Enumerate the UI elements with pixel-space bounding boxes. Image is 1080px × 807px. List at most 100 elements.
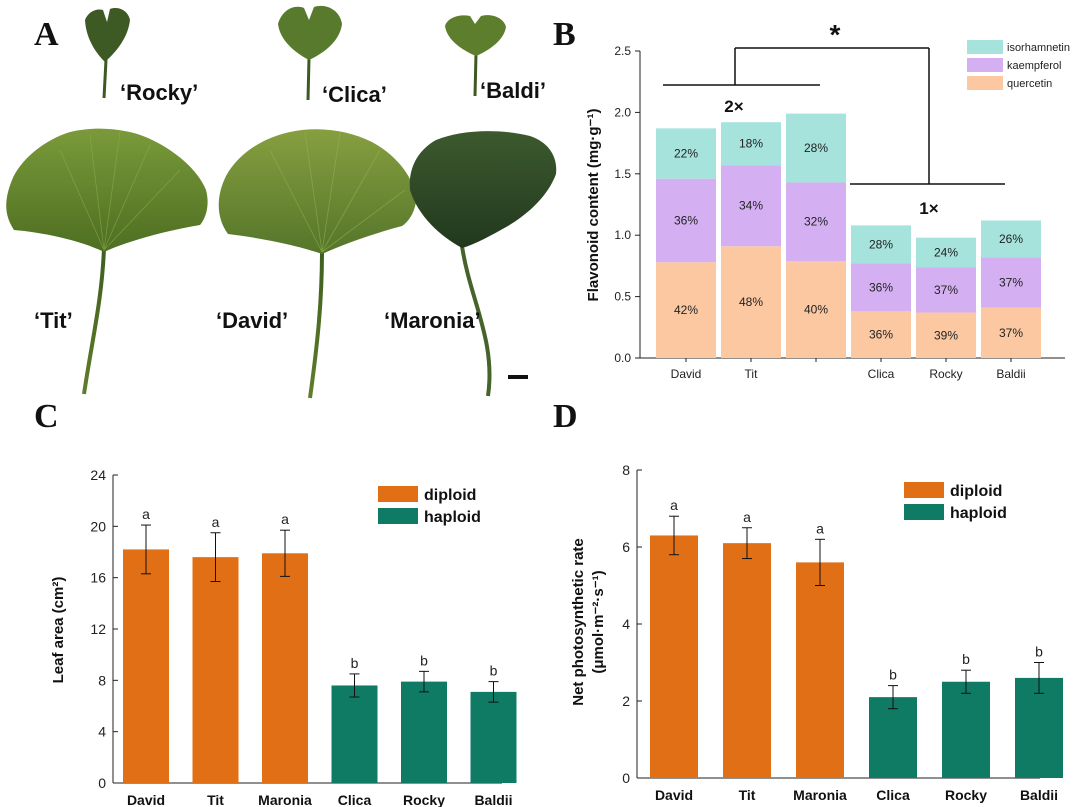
y-tick-label: 20: [90, 518, 106, 534]
bar-segment-quercetin: [916, 312, 976, 358]
y-tick-label: 4: [98, 724, 106, 740]
significance-letter: b: [351, 655, 359, 671]
bar-segment-isorhamnetin: [721, 122, 781, 166]
bar-diploid: [796, 562, 844, 778]
x-tick-label: Clica: [868, 367, 895, 381]
bar-segment-label: 42%: [674, 303, 698, 317]
group-label-diploid: 2×: [724, 97, 743, 116]
legend-label: haploid: [950, 505, 1007, 522]
leaf-photo-panel: [6, 5, 557, 399]
legend-swatch-quercetin: [967, 76, 1003, 90]
y-tick-label: 8: [622, 462, 630, 478]
y-tick-label: 12: [90, 621, 106, 637]
legend-label: kaempferol: [1007, 60, 1061, 72]
y-tick-label: 0.5: [614, 290, 631, 304]
bar-segment-isorhamnetin: [786, 113, 846, 183]
flavonoid-stacked-chart: 0.0 0.5 1.0 1.5 2.0 2.5 David Tit Clica Rocky Bald…: [585, 20, 1070, 381]
bar-segment-quercetin: [656, 262, 716, 358]
significance-letter: a: [142, 506, 150, 522]
legend-swatch-diploid: [904, 482, 944, 498]
bar-segment-label: 39%: [934, 328, 958, 342]
leaf-label-maronia: ‘Maronia’: [384, 308, 481, 333]
bar-segment-kaempferol: [916, 267, 976, 313]
bar-segment-label: 36%: [869, 280, 893, 294]
bar-haploid: [470, 691, 517, 783]
bar-segment-label: 36%: [869, 328, 893, 342]
bar-segment-label: 37%: [934, 283, 958, 297]
y-tick-label: 2: [622, 693, 630, 709]
legend-label: haploid: [424, 509, 481, 526]
legend-label: diploid: [950, 483, 1002, 500]
legend-swatch-isorhamnetin: [967, 40, 1003, 54]
x-tick-label: Tit: [207, 792, 224, 807]
x-tick-label: David: [671, 367, 702, 381]
bar-segment-label: 36%: [674, 213, 698, 227]
leaf-label-tit: ‘Tit’: [34, 308, 73, 333]
bar-segment-kaempferol: [851, 263, 911, 312]
significance-letter: b: [962, 651, 970, 667]
legend-label: diploid: [424, 487, 476, 504]
x-tick-label: Rocky: [929, 367, 962, 381]
y-tick-label: 2.5: [614, 44, 631, 58]
x-tick-label: Tit: [739, 787, 756, 803]
y-tick-label: 0: [622, 770, 630, 786]
y-tick-label: 6: [622, 539, 630, 555]
scale-bar: [508, 375, 528, 379]
y-tick-label: 2.0: [614, 105, 631, 119]
bar-segment-label: 22%: [674, 147, 698, 161]
bar-segment-isorhamnetin: [981, 220, 1041, 258]
y-tick-label: 8: [98, 672, 106, 688]
bar-segment-label: 37%: [999, 326, 1023, 340]
bar-segment-label: 48%: [739, 295, 763, 309]
panel-label-d: D: [553, 398, 578, 435]
panel-label-b: B: [553, 16, 576, 53]
x-tick-label: Rocky: [403, 792, 445, 807]
x-tick-label: Clica: [338, 792, 372, 807]
bar-haploid: [942, 681, 990, 778]
legend-swatch-haploid: [904, 504, 944, 520]
bar-haploid: [401, 681, 447, 783]
legend-swatch-diploid: [378, 486, 418, 502]
bar-haploid: [1015, 677, 1063, 778]
leaf-maronia-icon: [409, 131, 557, 397]
y-tick-label: 1.5: [614, 167, 631, 181]
bar-segment-label: 37%: [999, 275, 1023, 289]
panel-label-a: A: [34, 16, 59, 53]
x-tick-label: Maronia: [258, 792, 312, 807]
x-tick-label: Maronia: [793, 787, 847, 803]
bar-diploid: [723, 543, 771, 778]
x-tick-label: Baldii: [1020, 787, 1058, 803]
leaf-clica-icon: [278, 5, 342, 101]
leaf-tit-icon: [6, 128, 208, 395]
y-axis-title: Net photosynthetic rate: [570, 538, 587, 706]
leaf-area-chart: 0 4 8 12 16 20 24 a David a Tit a Maronia b Clica b Rock…: [50, 467, 517, 807]
bar-segment-label: 18%: [739, 137, 763, 151]
significance-letter: a: [743, 509, 751, 525]
leaf-baldi-icon: [445, 15, 506, 97]
bar-diploid: [123, 549, 169, 783]
significance-letter: b: [889, 667, 897, 683]
y-tick-label: 0: [98, 775, 106, 791]
bar-diploid: [650, 535, 698, 778]
significance-letter: b: [1035, 644, 1043, 660]
bar-haploid: [869, 697, 917, 778]
y-tick-label: 1.0: [614, 228, 631, 242]
x-tick-label: Rocky: [945, 787, 987, 803]
bar-segment-isorhamnetin: [656, 128, 716, 179]
bar-segment-label: 26%: [999, 232, 1023, 246]
significance-marker: *: [830, 20, 841, 50]
x-tick-label: Tit: [745, 367, 759, 381]
x-tick-label: David: [127, 792, 165, 807]
bar-segment-kaempferol: [786, 182, 846, 261]
significance-letter: a: [816, 520, 824, 536]
significance-letter: b: [420, 652, 428, 668]
significance-letter: b: [490, 663, 498, 679]
leaf-label-baldi: ‘Baldi’: [480, 78, 547, 103]
bar-haploid: [331, 685, 378, 783]
y-tick-label: 16: [90, 570, 106, 586]
x-tick-label: Baldii: [474, 792, 512, 807]
bar-segment-label: 32%: [804, 215, 828, 229]
y-axis-title: Leaf area (cm²): [50, 577, 67, 684]
legend-label: quercetin: [1007, 78, 1052, 90]
bar-segment-isorhamnetin: [851, 225, 911, 264]
